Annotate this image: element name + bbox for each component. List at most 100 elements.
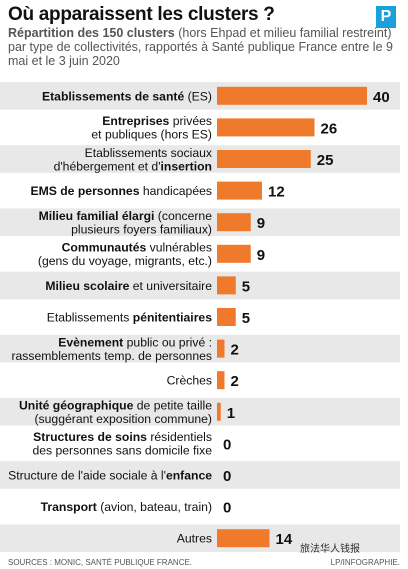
category-label-part: de petite taille [133,399,212,413]
category-label-part: Entreprises [102,114,169,128]
category-label-part: EMS de personnes [30,184,139,198]
category-label-part: Etablissements de santé [42,89,184,103]
category-label: Structure de l'aide sociale à l'enfance [8,469,212,483]
category-label-part: insertion [161,159,212,173]
chart-subtitle: Répartition des 150 clusters (hors Ehpad… [8,26,400,68]
category-label-part: handicapées [139,184,212,198]
category-label-part: Milieu scolaire [45,279,129,293]
category-label: Etablissements pénitentiaires [47,311,212,325]
row-band [0,461,400,489]
category-label-part: (gens du voyage, migrants, etc.) [38,254,212,268]
category-label-part: (suggérant exposition commune) [35,412,213,426]
category-label-part: (avion, bateau, train) [97,500,212,514]
category-label-part: enfance [166,469,212,483]
subtitle-lead: Répartition des 150 clusters [8,26,175,40]
category-label: d'hébergement et d'insertion [54,159,212,173]
value-label: 0 [223,500,231,517]
category-label-part: Transport [41,500,97,514]
bar [217,150,311,168]
bar [217,118,315,137]
category-label: EMS de personnes handicapées [30,184,212,198]
publisher-logo: P [376,6,396,28]
category-label: rassemblements temp. de personnes [11,349,212,363]
category-label: Evènement public ou privé : [58,335,212,349]
value-label: 26 [321,120,338,137]
category-label-part: privées [169,114,212,128]
bar [217,402,221,421]
category-label: Entreprises privées [102,114,212,128]
row-band [0,271,400,300]
category-label-part: pénitentiaires [133,311,212,325]
row-band [0,524,400,552]
category-label-part: Crèches [167,374,212,388]
category-label-part: Communautés [62,241,147,255]
bar [217,213,251,232]
category-label-part: Autres [177,532,212,546]
category-label: Unité géographique de petite taille [19,399,212,413]
value-label: 12 [268,184,285,201]
bar [217,529,270,548]
category-label: et publiques (hors ES) [91,128,212,142]
category-label: Transport (avion, bateau, train) [41,500,212,514]
category-label-part: Etablissements sociaux [85,146,212,160]
category-label-part: résidentiels [147,430,212,444]
category-label: Milieu scolaire et universitaire [45,279,212,293]
value-label: 0 [223,468,231,485]
row-band [0,334,400,363]
value-label: 25 [317,152,334,169]
bar [217,308,236,326]
row-band [0,398,400,426]
category-label-part: et universitaire [129,279,212,293]
bar [217,339,225,358]
category-label: des personnes sans domicile fixe [32,444,212,458]
category-label: (suggérant exposition commune) [35,412,213,426]
value-label: 2 [231,342,239,359]
page-title: Où apparaissent les clusters ? [8,4,275,25]
category-label-part: (concerne [154,209,212,223]
category-label-part: Structure de l'aide sociale à l' [8,469,166,483]
value-label: 5 [242,310,250,327]
category-label-part: rassemblements temp. de personnes [11,349,212,363]
bar [217,371,225,390]
category-label: plusieurs foyers familiaux) [71,222,212,236]
category-label: Etablissements de santé (ES) [42,89,212,103]
category-label-part: public ou privé : [123,335,212,349]
category-label: (gens du voyage, migrants, etc.) [38,254,212,268]
value-label: 40 [373,89,390,106]
row-band [0,208,400,236]
category-label: Structures de soins résidentiels [33,430,212,444]
category-label: Crèches [167,374,212,388]
bar [217,276,236,295]
value-label: 2 [231,373,239,390]
category-label-part: Etablissements [47,311,133,325]
category-label-part: Structures de soins [33,430,147,444]
value-label: 14 [276,531,293,548]
category-label-part: vulnérables [146,241,212,255]
value-label: 5 [242,278,250,295]
chart-footer: SOURCES : MONIC, SANTÉ PUBLIQUE FRANCE. … [8,558,400,567]
category-label-part: et publiques (hors ES) [91,128,212,142]
category-label-part: Milieu familial élargi [39,209,155,223]
category-label-part: Unité géographique [19,399,134,413]
bar [217,244,251,263]
category-label: Milieu familial élargi (concerne [39,209,213,223]
bar [217,181,262,200]
value-label: 1 [227,405,235,422]
bar [217,86,367,105]
source-note: SOURCES : MONIC, SANTÉ PUBLIQUE FRANCE. [8,558,193,567]
category-label-part: Evènement [58,335,123,349]
category-label-part: d'hébergement et d' [54,159,161,173]
category-label-part: plusieurs foyers familiaux) [71,222,212,236]
category-label-part: (ES) [184,89,212,103]
category-label: Etablissements sociaux [85,146,212,160]
value-label: 9 [257,247,265,264]
value-label: 0 [223,436,231,453]
category-label: Autres [177,532,212,546]
category-label-part: des personnes sans domicile fixe [32,444,212,458]
subtitle-rest: (hors Ehpad et milieu familial restreint… [8,26,393,68]
category-label: Communautés vulnérables [62,241,212,255]
value-label: 9 [257,215,265,232]
credit-note: LP/INFOGRAPHIE. [330,558,400,567]
row-band [0,145,400,173]
